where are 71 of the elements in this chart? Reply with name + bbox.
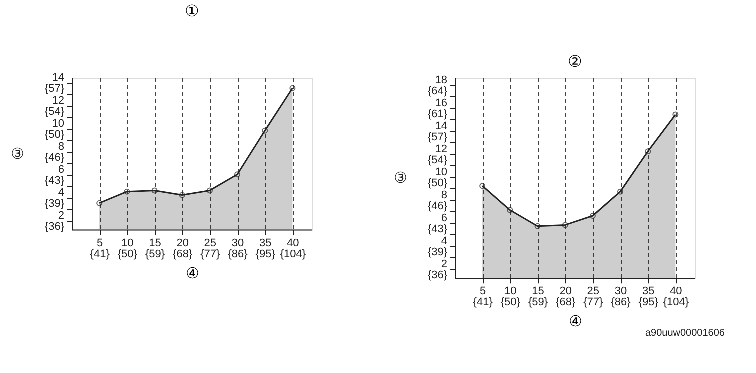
x2-tick-label: {95}: [638, 296, 659, 309]
chart-title: ②: [568, 54, 582, 71]
y2-tick-label: {36}: [44, 221, 65, 234]
x-tick-label: 20: [560, 286, 572, 298]
y2-tick-label: {50}: [44, 129, 65, 142]
y-tick-label: 6: [441, 212, 448, 224]
x-tick-label: 5: [480, 286, 486, 298]
x-tick-label: 15: [149, 237, 162, 250]
y2-tick-label: {50}: [428, 177, 448, 190]
x2-tick-label: {104}: [280, 248, 306, 260]
x-tick-label: 20: [176, 237, 189, 250]
x-tick-label: 30: [232, 237, 244, 250]
x2-tick-label: {41}: [473, 296, 494, 309]
y-tick-label: 10: [435, 166, 448, 178]
y2-tick-label: {43}: [428, 223, 448, 236]
x2-tick-label: {86}: [611, 296, 632, 309]
x-axis-title: ④: [569, 314, 582, 331]
text: a90uuw00001606: [645, 328, 726, 340]
x-tick-label: 30: [614, 286, 628, 298]
chart-title: ①: [185, 3, 199, 20]
y-tick-label: 8: [441, 189, 448, 202]
y2-tick-label: {61}: [428, 108, 448, 120]
x2-tick-label: {95}: [256, 248, 276, 260]
x2-tick-label: {50}: [118, 248, 138, 260]
y2-tick-label: {36}: [428, 269, 448, 282]
x2-tick-label: {68}: [173, 248, 193, 260]
x-tick-label: 10: [504, 286, 517, 298]
x2-tick-label: {104}: [663, 296, 690, 309]
x-tick-label: 15: [532, 286, 544, 298]
x2-tick-label: {68}: [556, 296, 576, 309]
x2-tick-label: {59}: [145, 248, 166, 260]
x2-tick-label: {41}: [90, 248, 110, 260]
y-tick-label: 4: [441, 235, 448, 248]
y2-tick-label: {39}: [44, 198, 65, 210]
y-tick-label: 8: [58, 141, 64, 154]
y2-tick-label: {39}: [428, 246, 448, 258]
y-tick-label: 2: [58, 210, 64, 222]
y2-axis-title: ③: [394, 170, 407, 188]
x-tick-label: 10: [122, 237, 134, 250]
y-tick-label: 14: [435, 120, 448, 132]
y2-tick-label: {46}: [428, 200, 448, 212]
y2-tick-label: {57}: [44, 83, 65, 96]
x-tick-label: 35: [642, 286, 655, 298]
x2-tick-label: {86}: [228, 248, 248, 260]
y-tick-label: 14: [52, 72, 64, 84]
y2-tick-label: {64}: [428, 85, 448, 98]
x2-tick-label: {59}: [528, 296, 548, 309]
y2-tick-label: {54}: [44, 106, 65, 118]
x-tick-label: 25: [587, 286, 600, 298]
y-tick-label: 12: [435, 143, 448, 156]
y-tick-label: 16: [435, 97, 448, 110]
x2-tick-label: {77}: [584, 296, 604, 309]
y2-axis-title: ③: [11, 146, 24, 163]
y-tick-label: 6: [58, 164, 64, 176]
x-tick-label: 5: [97, 237, 104, 250]
x-tick-label: 40: [287, 237, 300, 250]
y2-tick-label: {57}: [428, 131, 448, 144]
y2-tick-label: {46}: [44, 152, 65, 164]
y2-tick-label: {54}: [428, 154, 448, 166]
x2-tick-label: {50}: [500, 296, 521, 309]
x-tick-label: 40: [670, 286, 682, 298]
y-tick-label: 2: [441, 258, 448, 270]
y2-tick-label: {43}: [44, 175, 65, 188]
x2-tick-label: {77}: [200, 248, 221, 260]
y-tick-label: 4: [58, 187, 64, 200]
x-tick-label: 25: [204, 237, 217, 250]
x-axis-title: ④: [186, 265, 199, 282]
y-tick-label: 12: [52, 95, 64, 108]
y-tick-label: 10: [52, 118, 64, 130]
x-tick-label: 35: [259, 237, 272, 250]
y-tick-label: 18: [435, 74, 448, 86]
